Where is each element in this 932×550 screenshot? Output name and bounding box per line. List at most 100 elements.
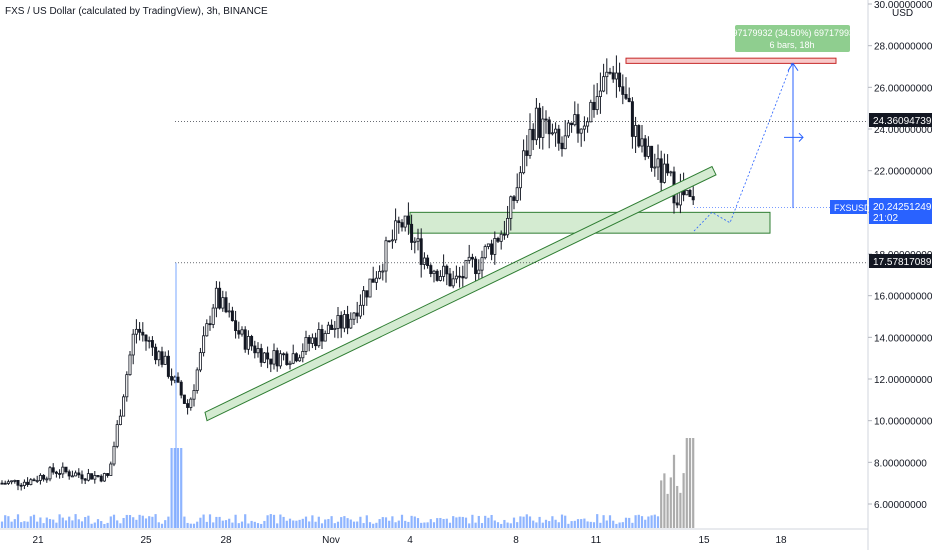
volume-bar bbox=[64, 520, 68, 528]
candle-body bbox=[150, 340, 154, 348]
candle-body bbox=[70, 475, 74, 478]
volume-bar bbox=[141, 515, 144, 528]
candle-body bbox=[589, 101, 593, 123]
candle-body bbox=[522, 150, 526, 174]
countdown-text: 21:02 bbox=[873, 213, 898, 224]
volume-bar bbox=[23, 521, 26, 528]
measure-tool[interactable]: 6.97179932 (34.50%) 697179932 6 bars, 18… bbox=[725, 25, 859, 52]
volume-bar bbox=[266, 515, 269, 528]
volume-bar bbox=[439, 517, 442, 528]
volume-bar bbox=[320, 523, 324, 528]
candle-body bbox=[234, 320, 238, 332]
volume-bar bbox=[240, 521, 244, 528]
volume-bar bbox=[647, 516, 650, 528]
candle-body bbox=[64, 466, 68, 473]
volume-bar bbox=[372, 523, 375, 528]
time-axis[interactable]: 21 25 28 Nov 4 8 11 15 18 bbox=[32, 535, 787, 546]
candle-body bbox=[253, 345, 257, 354]
candle-body bbox=[106, 473, 110, 476]
volume-bar bbox=[186, 522, 189, 528]
candle-body bbox=[266, 352, 270, 360]
candle-body bbox=[509, 196, 513, 219]
candle-body bbox=[365, 290, 369, 298]
volume-bar bbox=[637, 514, 640, 528]
volume-bar bbox=[87, 515, 90, 528]
volume-bar bbox=[106, 522, 109, 528]
volume-bar bbox=[0, 521, 4, 528]
volume-bar bbox=[413, 516, 416, 528]
volume-bar bbox=[448, 522, 452, 528]
candle-body bbox=[51, 467, 55, 473]
candle-body bbox=[621, 86, 625, 95]
candle-body bbox=[397, 220, 401, 224]
candle-body bbox=[80, 474, 84, 480]
candle-body bbox=[435, 270, 439, 281]
candle-body bbox=[336, 315, 340, 329]
candle-body bbox=[499, 233, 503, 242]
volume-bar bbox=[368, 522, 372, 528]
candle-body bbox=[362, 290, 366, 306]
candle-body bbox=[189, 398, 193, 408]
candle-body bbox=[45, 478, 49, 481]
volume-bar bbox=[116, 520, 119, 528]
volume-bar bbox=[196, 521, 199, 528]
candle-body bbox=[205, 323, 209, 337]
volume-bar bbox=[586, 521, 589, 528]
volume-bar bbox=[573, 520, 576, 528]
volume-bar bbox=[410, 515, 413, 528]
candle-body bbox=[653, 166, 657, 169]
volume-bar bbox=[292, 520, 295, 528]
volume-bar bbox=[148, 516, 151, 528]
candle-body bbox=[384, 240, 388, 272]
volume-bar bbox=[228, 518, 231, 528]
volume-bar bbox=[580, 519, 583, 528]
candle-body bbox=[38, 474, 42, 481]
candle-body bbox=[688, 189, 692, 197]
candle-body bbox=[230, 310, 234, 322]
candle-body bbox=[166, 355, 170, 377]
volume-bar bbox=[663, 473, 666, 528]
candle-body bbox=[93, 475, 97, 480]
volume-bar bbox=[20, 522, 23, 528]
volume-bar bbox=[532, 520, 535, 528]
candle-body bbox=[22, 481, 26, 486]
volume-bar bbox=[682, 473, 685, 528]
candle-body bbox=[118, 415, 122, 426]
measure-box bbox=[735, 25, 850, 52]
volume-bar bbox=[125, 514, 128, 528]
candle-body bbox=[246, 336, 250, 350]
volume-bar bbox=[36, 521, 39, 528]
volume-bar bbox=[554, 519, 557, 528]
candle-body bbox=[634, 125, 638, 137]
volume-bar bbox=[343, 516, 346, 528]
price-tick-label: 26.00000000 bbox=[874, 83, 932, 94]
volume-bar bbox=[423, 522, 426, 528]
volume-bar bbox=[362, 523, 365, 528]
candle-body bbox=[538, 107, 542, 138]
candle-body bbox=[496, 238, 500, 242]
candle-body bbox=[371, 278, 375, 283]
price-tick-label: 12.00000000 bbox=[874, 375, 932, 386]
volume-bar bbox=[13, 519, 16, 528]
volume-bar bbox=[247, 523, 250, 528]
candle-body bbox=[422, 257, 426, 265]
level-tag-upper-text: 24.36094739 bbox=[873, 116, 932, 127]
candle-body bbox=[342, 314, 346, 329]
volume-bar bbox=[541, 522, 544, 528]
candle-body bbox=[314, 337, 318, 347]
candle-body bbox=[637, 125, 641, 147]
candle-body bbox=[134, 328, 138, 335]
volume-bar bbox=[384, 517, 388, 528]
volume-bar bbox=[244, 514, 247, 528]
currency-label: USD bbox=[892, 8, 913, 19]
volume-bar bbox=[445, 518, 448, 528]
volume-bar bbox=[512, 517, 516, 528]
candle-body bbox=[13, 479, 17, 482]
volume-bar bbox=[215, 516, 218, 528]
candle-body bbox=[195, 369, 199, 391]
symbol-tag: FXSUSD bbox=[830, 200, 871, 214]
candle-body bbox=[256, 348, 260, 354]
price-tick-label: 28.00000000 bbox=[874, 42, 932, 53]
volume-bar bbox=[666, 493, 669, 528]
